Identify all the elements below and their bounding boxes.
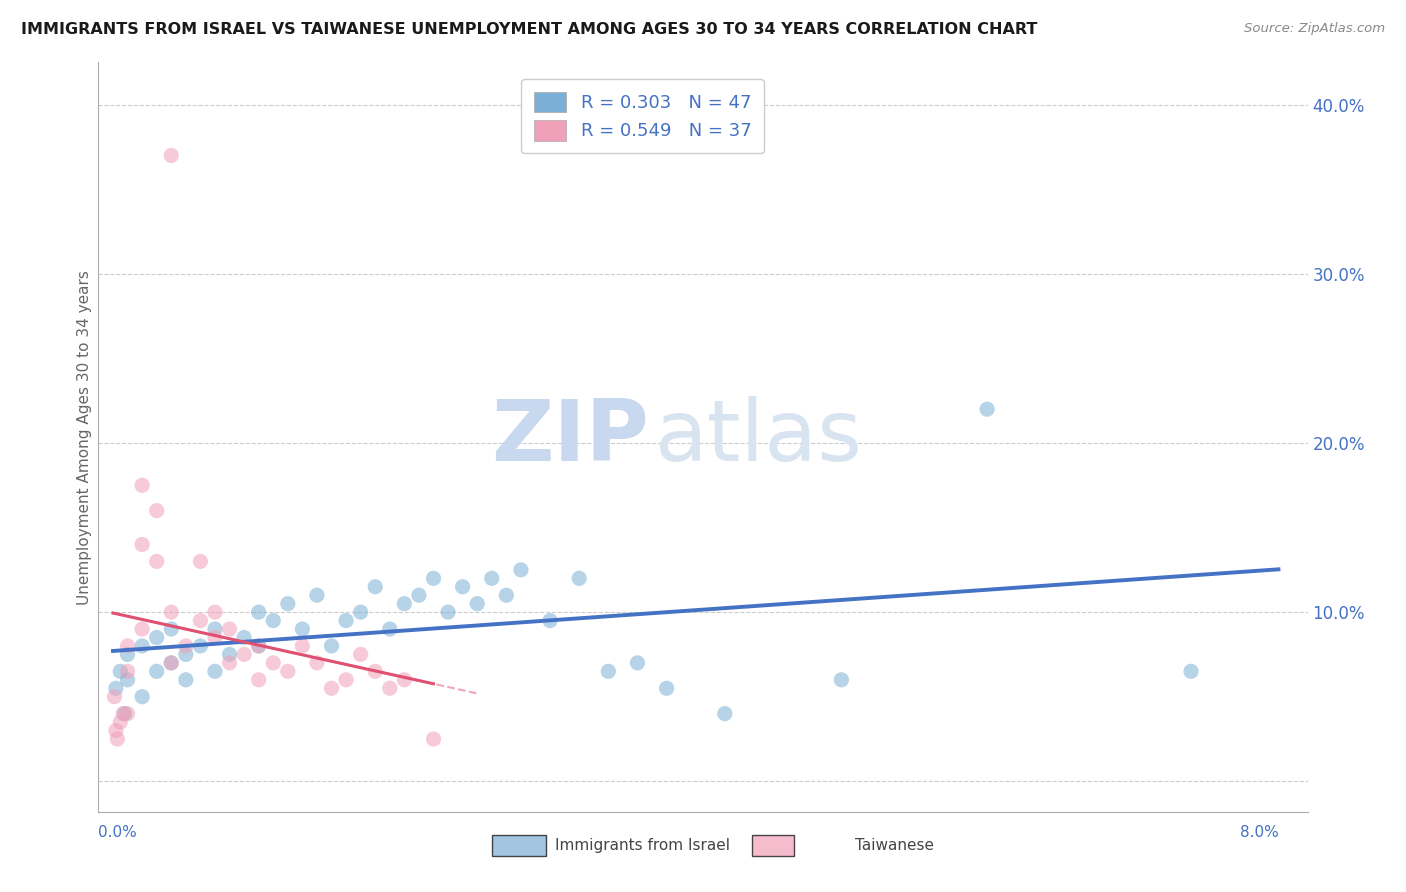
Point xyxy=(335,614,357,628)
Point xyxy=(394,597,416,611)
Point xyxy=(218,648,240,662)
Point xyxy=(112,706,135,721)
Point xyxy=(538,614,561,628)
Point xyxy=(321,681,343,696)
Point xyxy=(218,622,240,636)
Point xyxy=(174,673,197,687)
Point xyxy=(131,690,153,704)
Point xyxy=(204,622,226,636)
Text: Source: ZipAtlas.com: Source: ZipAtlas.com xyxy=(1244,22,1385,36)
Point xyxy=(378,681,401,696)
Point xyxy=(262,614,284,628)
Point xyxy=(626,656,648,670)
Point xyxy=(204,631,226,645)
Point xyxy=(335,673,357,687)
Point xyxy=(204,605,226,619)
Point xyxy=(976,402,998,417)
Point xyxy=(568,571,591,585)
Point xyxy=(110,715,132,730)
Point xyxy=(117,648,139,662)
Point xyxy=(247,673,270,687)
Point xyxy=(160,622,183,636)
Point xyxy=(160,148,183,162)
Point xyxy=(262,656,284,670)
Point xyxy=(655,681,678,696)
Point xyxy=(190,554,212,568)
Point xyxy=(131,639,153,653)
Point xyxy=(190,639,212,653)
Y-axis label: Unemployment Among Ages 30 to 34 years: Unemployment Among Ages 30 to 34 years xyxy=(77,269,91,605)
Point xyxy=(830,673,852,687)
Point xyxy=(422,731,444,746)
Point xyxy=(174,639,197,653)
Point xyxy=(247,605,270,619)
Point xyxy=(437,605,460,619)
Point xyxy=(408,588,430,602)
Text: atlas: atlas xyxy=(655,395,863,479)
Point xyxy=(422,571,444,585)
Point xyxy=(114,706,136,721)
Point xyxy=(160,656,183,670)
Point xyxy=(291,622,314,636)
Point xyxy=(145,631,167,645)
Point xyxy=(145,554,167,568)
Point xyxy=(233,648,256,662)
Point xyxy=(190,614,212,628)
Point xyxy=(233,631,256,645)
Point xyxy=(160,605,183,619)
Point xyxy=(218,656,240,670)
Point xyxy=(145,665,167,679)
Point xyxy=(509,563,531,577)
Point xyxy=(465,597,488,611)
Point xyxy=(394,673,416,687)
Point xyxy=(103,690,125,704)
Text: Immigrants from Israel: Immigrants from Israel xyxy=(555,838,730,853)
Point xyxy=(451,580,474,594)
Point xyxy=(204,665,226,679)
Point xyxy=(247,639,270,653)
Point xyxy=(1180,665,1202,679)
Point xyxy=(117,673,139,687)
Point xyxy=(321,639,343,653)
Legend: R = 0.303   N = 47, R = 0.549   N = 37: R = 0.303 N = 47, R = 0.549 N = 37 xyxy=(522,79,763,153)
Point xyxy=(277,597,299,611)
Point xyxy=(160,656,183,670)
Point xyxy=(598,665,620,679)
Text: ZIP: ZIP xyxy=(491,395,648,479)
Point xyxy=(117,665,139,679)
Point xyxy=(174,648,197,662)
Point xyxy=(117,639,139,653)
Point xyxy=(305,588,328,602)
Point xyxy=(117,706,139,721)
Point xyxy=(364,580,387,594)
Point xyxy=(378,622,401,636)
Point xyxy=(350,648,373,662)
Point xyxy=(495,588,517,602)
Point xyxy=(350,605,373,619)
Text: 0.0%: 0.0% xyxy=(98,825,138,840)
Point xyxy=(104,723,127,738)
Point xyxy=(105,731,128,746)
Text: Taiwanese: Taiwanese xyxy=(855,838,934,853)
Point xyxy=(145,503,167,517)
Point xyxy=(277,665,299,679)
Point xyxy=(110,665,132,679)
Point xyxy=(131,537,153,551)
Point xyxy=(104,681,127,696)
Point xyxy=(481,571,503,585)
Point xyxy=(131,622,153,636)
Point xyxy=(714,706,737,721)
Point xyxy=(247,639,270,653)
Text: IMMIGRANTS FROM ISRAEL VS TAIWANESE UNEMPLOYMENT AMONG AGES 30 TO 34 YEARS CORRE: IMMIGRANTS FROM ISRAEL VS TAIWANESE UNEM… xyxy=(21,22,1038,37)
Point xyxy=(131,478,153,492)
Point xyxy=(364,665,387,679)
Point xyxy=(291,639,314,653)
Text: 8.0%: 8.0% xyxy=(1240,825,1278,840)
Point xyxy=(305,656,328,670)
